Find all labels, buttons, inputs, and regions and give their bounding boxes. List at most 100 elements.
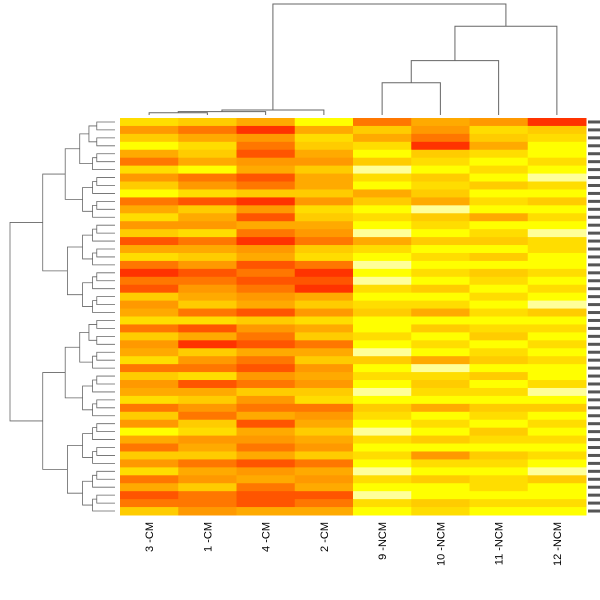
heatmap-cell [527,237,587,246]
heatmap-cell [353,237,412,246]
heatmap-cell [527,483,587,492]
heatmap-cell [469,197,529,206]
row-label [588,168,600,172]
heatmap-cell [178,300,237,310]
heatmap-cell [120,499,179,508]
heatmap-cell [120,292,179,302]
heatmap-cell [294,380,354,389]
heatmap-cell [236,308,296,317]
heatmap-cell [294,332,354,341]
heatmap-cell [120,443,179,452]
heatmap-cell [294,284,354,294]
heatmap-cell [178,372,237,381]
heatmap-cell [178,348,237,357]
heatmap-cell [469,189,529,198]
heatmap-cell [527,348,587,357]
heatmap-cell [178,149,237,159]
heatmap-cell [353,403,412,413]
heatmap-cell [236,435,296,445]
dendrogram-branch [96,494,115,504]
heatmap-cell [120,316,179,325]
column-dendrogram [148,3,558,115]
heatmap-cell [469,316,529,325]
row-label [588,144,600,148]
heatmap-cell [469,372,529,381]
heatmap-cell [527,491,587,500]
heatmap-cell [294,340,354,349]
heatmap-cell [236,125,296,135]
heatmap-cell [120,141,179,151]
dendrogram-branch [92,181,115,194]
row-label [588,271,600,275]
row-label [588,303,600,307]
heatmap-cell [236,229,296,238]
heatmap-cell [411,284,470,294]
heatmap-cell [178,197,237,206]
row-label [588,446,600,450]
heatmap-cell [411,356,470,365]
heatmap-cell [527,133,587,143]
dendrogram-branch [221,109,325,115]
heatmap-cell [411,403,470,413]
dendrogram-branch [92,204,115,218]
row-label [588,406,600,410]
heatmap-cell [178,221,237,230]
heatmap-cell [294,229,354,238]
dendrogram-branch [96,470,115,480]
heatmap-cell [469,149,529,159]
dendrogram-branch [96,121,115,131]
column-label: 11 -NCM [494,522,506,565]
heatmap-cell [178,451,237,460]
row-label [588,382,600,386]
row-label [588,334,600,338]
heatmap-cell [294,237,354,246]
heatmap-cell [236,245,296,254]
heatmap-cell [353,395,412,405]
heatmap-cell [294,197,354,206]
heatmap-cell [236,189,296,198]
heatmap-cell [236,157,296,167]
heatmap-cell [120,268,179,278]
dendrogram-branch [92,474,115,488]
heatmap-cell [294,348,354,357]
row-label [588,366,600,370]
heatmap-cell [353,356,412,365]
row-label [588,342,600,346]
heatmap-cell [353,268,412,278]
heatmap-cell [120,189,179,198]
heatmap-cell [120,252,179,262]
heatmap-cell [236,372,296,381]
heatmap-cell [353,252,412,262]
heatmap-cell [236,173,296,183]
heatmap-cell [469,118,529,127]
heatmap-cell [236,380,296,389]
dendrogram-branch [96,375,115,385]
column-label: 12 -NCM [552,522,564,566]
heatmap-cell [294,411,354,421]
heatmap-cell [236,300,296,310]
heatmap-cell [236,387,296,397]
row-label [588,469,600,473]
dendrogram-branch [92,427,115,440]
row-label [588,422,600,426]
dendrogram-branch [92,252,115,266]
heatmap-cell [353,419,412,429]
heatmap-cell [120,276,179,286]
row-label [588,374,600,378]
heatmap-cell [294,125,354,135]
heatmap-cell [469,292,529,302]
dendrogram-branch [96,296,115,305]
heatmap-cell [236,268,296,278]
heatmap-cell [120,118,179,127]
heatmap-cell [469,157,529,167]
heatmap-cell [294,507,354,516]
heatmap-cell [527,284,587,294]
row-label [588,128,600,132]
heatmap-cell [469,443,529,452]
heatmap-cell [236,205,296,214]
heatmap-cell [353,300,412,310]
heatmap-cell [294,491,354,500]
dendrogram-branch [92,276,115,290]
heatmap-cell [469,411,529,421]
heatmap-cell [120,165,179,175]
